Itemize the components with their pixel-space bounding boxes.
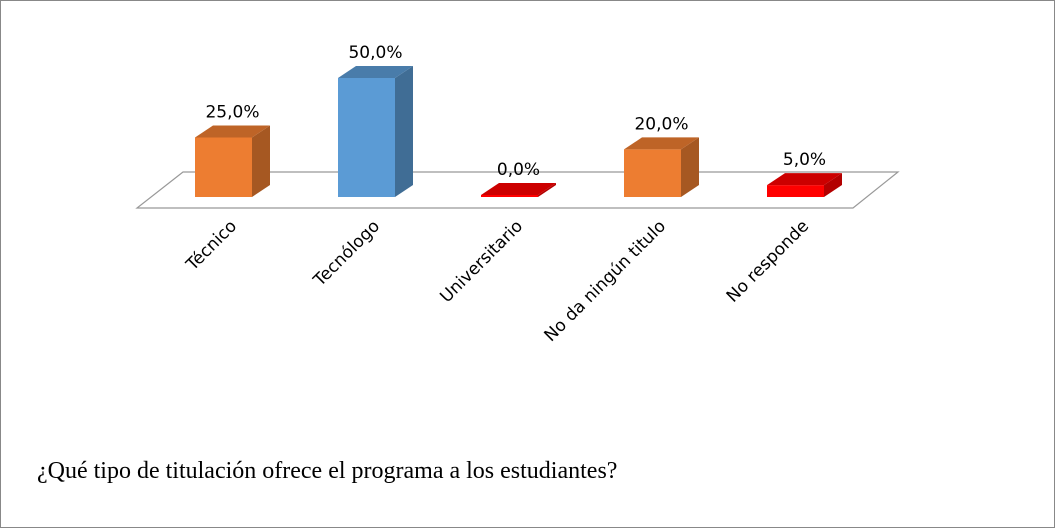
bar-front — [338, 78, 395, 197]
chart-title: ¿Qué tipo de titulación ofrece el progra… — [37, 458, 617, 484]
bar — [767, 173, 842, 197]
bar — [481, 183, 556, 197]
value-label: 25,0% — [205, 103, 259, 123]
bar-front — [767, 185, 824, 197]
bar-front — [481, 195, 538, 197]
bar-top — [195, 125, 270, 138]
bar-front — [624, 149, 681, 197]
bar-top — [767, 173, 842, 186]
bar-top — [338, 66, 413, 78]
bar-side — [395, 66, 413, 197]
floor — [135, 171, 900, 209]
bar — [195, 125, 270, 197]
bar — [338, 66, 413, 197]
bar-side — [824, 173, 842, 197]
value-label: 5,0% — [783, 150, 826, 170]
bar-side — [252, 125, 270, 197]
value-label: 0,0% — [497, 160, 540, 180]
bar-top — [481, 183, 556, 195]
bar-top — [624, 137, 699, 150]
bar-side — [681, 137, 699, 197]
bar — [624, 137, 699, 197]
bar-side — [538, 183, 556, 197]
value-label: 50,0% — [348, 43, 402, 63]
bar-front — [195, 137, 252, 197]
value-label: 20,0% — [634, 114, 688, 134]
